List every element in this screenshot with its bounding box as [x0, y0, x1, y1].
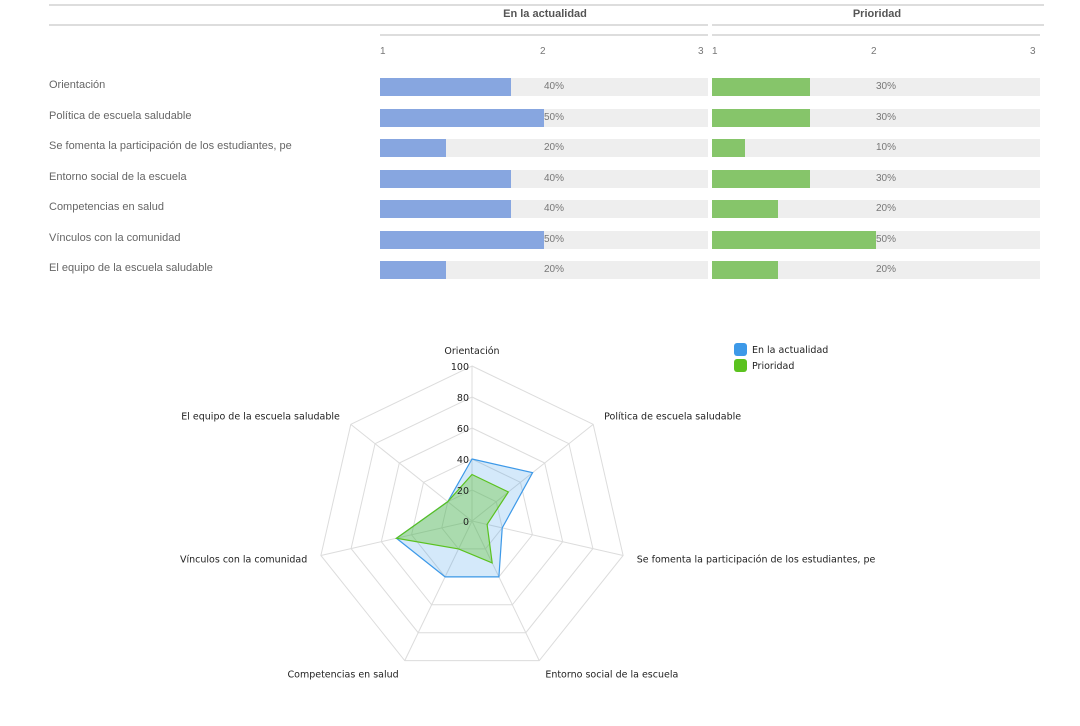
bar-value-priority: 30%: [876, 81, 897, 92]
bar-track-priority: 30%: [712, 78, 1040, 96]
bar-priority: [712, 231, 876, 249]
row-label: Orientación: [49, 79, 106, 91]
bar-track-current: 50%: [380, 231, 708, 249]
bar-value-priority: 30%: [876, 173, 897, 184]
row-label: Vínculos con la comunidad: [49, 232, 181, 244]
bar-track-current: 20%: [380, 139, 708, 157]
bar-table: En la actualidad Prioridad 1 2 3 1 2 3 O…: [0, 0, 1080, 300]
bar-value-current: 40%: [544, 81, 565, 92]
radar-tick-label: 80: [457, 393, 469, 404]
row-label: Se fomenta la participación de los estud…: [49, 140, 292, 152]
radar-grid-ring: [441, 489, 503, 550]
bar-track-current: 40%: [380, 78, 708, 96]
bar-value-priority: 10%: [876, 142, 897, 153]
radar-tick-label: 60: [457, 424, 469, 435]
bar-current: [380, 170, 512, 188]
scale-tick-priority-1: 1: [712, 46, 718, 57]
header-top-rule: [49, 4, 1044, 6]
bar-track-current: 20%: [380, 261, 708, 279]
scale-tick-priority-2: 2: [871, 46, 877, 57]
radar-category-label: Vínculos con la comunidad: [180, 555, 307, 566]
legend-swatch: [734, 343, 747, 356]
radar-grid-ring: [350, 396, 594, 634]
bar-track-priority: 10%: [712, 139, 1040, 157]
radar-chart: 0 20 40 60 80 100 Orientación Política de escu…: [180, 343, 875, 680]
scale-tick-current-2: 2: [540, 46, 546, 57]
bar-value-priority: 20%: [876, 264, 897, 275]
scale-tick-current-1: 1: [380, 46, 386, 57]
radar-category-labels: Orientación Política de escuela saludable…: [180, 346, 875, 680]
radar-tick-label: 20: [457, 486, 469, 497]
header-bottom-rule: [49, 24, 708, 26]
bar-priority: [712, 109, 811, 127]
radar-spoke: [350, 423, 473, 522]
radar-spoke: [404, 520, 473, 661]
header-bottom-rule-right: [712, 24, 1044, 26]
bar-priority: [712, 170, 811, 188]
bar-current: [380, 78, 512, 96]
radar-grid-ring: [380, 427, 564, 606]
bar-current: [380, 231, 544, 249]
row-label: Política de escuela saludable: [49, 110, 192, 122]
legend-label: En la actualidad: [752, 345, 828, 356]
radar-spoke: [471, 520, 540, 661]
bar-value-current: 50%: [544, 112, 565, 123]
radar-category-label: Orientación: [444, 346, 499, 357]
bar-current: [380, 109, 544, 127]
bar-value-current: 20%: [544, 142, 565, 153]
radar-category-label: Se fomenta la participación de los estud…: [637, 555, 876, 566]
radar-category-label: Competencias en salud: [288, 669, 399, 680]
radar-tick-label: 40: [457, 455, 469, 466]
column-title-current: En la actualidad: [503, 8, 587, 20]
bar-value-priority: 50%: [876, 234, 897, 245]
bar-value-priority: 30%: [876, 112, 897, 123]
radar-category-label: El equipo de la escuela saludable: [181, 412, 340, 423]
scale-tick-current-3: 3: [698, 46, 704, 57]
bar-priority: [712, 261, 778, 279]
bar-value-current: 20%: [544, 264, 565, 275]
bar-track-priority: 30%: [712, 109, 1040, 127]
scale-rule-priority: [712, 34, 1040, 36]
bar-current: [380, 261, 446, 279]
bar-value-current: 40%: [544, 203, 565, 214]
bar-priority: [712, 200, 778, 218]
bar-track-priority: 30%: [712, 170, 1040, 188]
bar-value-current: 50%: [544, 234, 565, 245]
bar-track-current: 50%: [380, 109, 708, 127]
row-label: Competencias en salud: [49, 201, 164, 213]
scale-tick-priority-3: 3: [1030, 46, 1036, 57]
bar-track-priority: 20%: [712, 261, 1040, 279]
row-label: El equipo de la escuela saludable: [49, 262, 213, 274]
radar-category-label: Entorno social de la escuela: [545, 669, 678, 680]
scale-rule-current: [380, 34, 708, 36]
column-title-priority: Prioridad: [852, 8, 902, 20]
bar-track-priority: 50%: [712, 231, 1040, 249]
bar-track-priority: 20%: [712, 200, 1040, 218]
bar-value-current: 40%: [544, 173, 565, 184]
bar-track-current: 40%: [380, 170, 708, 188]
radar-tick-labels: 0 20 40 60 80 100: [451, 362, 469, 528]
bar-priority: [712, 78, 811, 96]
radar-grid-ring: [320, 365, 624, 662]
row-label: Entorno social de la escuela: [49, 171, 187, 183]
bar-value-priority: 20%: [876, 203, 897, 214]
bar-priority: [712, 139, 745, 157]
radar-tick-label: 0: [463, 517, 469, 528]
radar-category-label: Política de escuela saludable: [604, 412, 741, 423]
radar-tick-label: 100: [451, 362, 469, 373]
radar-series: [394, 458, 534, 578]
radar-spoke: [471, 520, 624, 556]
legend-swatch: [734, 359, 747, 372]
bar-current: [380, 200, 512, 218]
legend: En la actualidad Prioridad: [734, 343, 828, 372]
bar-track-current: 40%: [380, 200, 708, 218]
bar-current: [380, 139, 446, 157]
radar-series-priority: [394, 473, 510, 564]
legend-label: Prioridad: [752, 361, 794, 372]
